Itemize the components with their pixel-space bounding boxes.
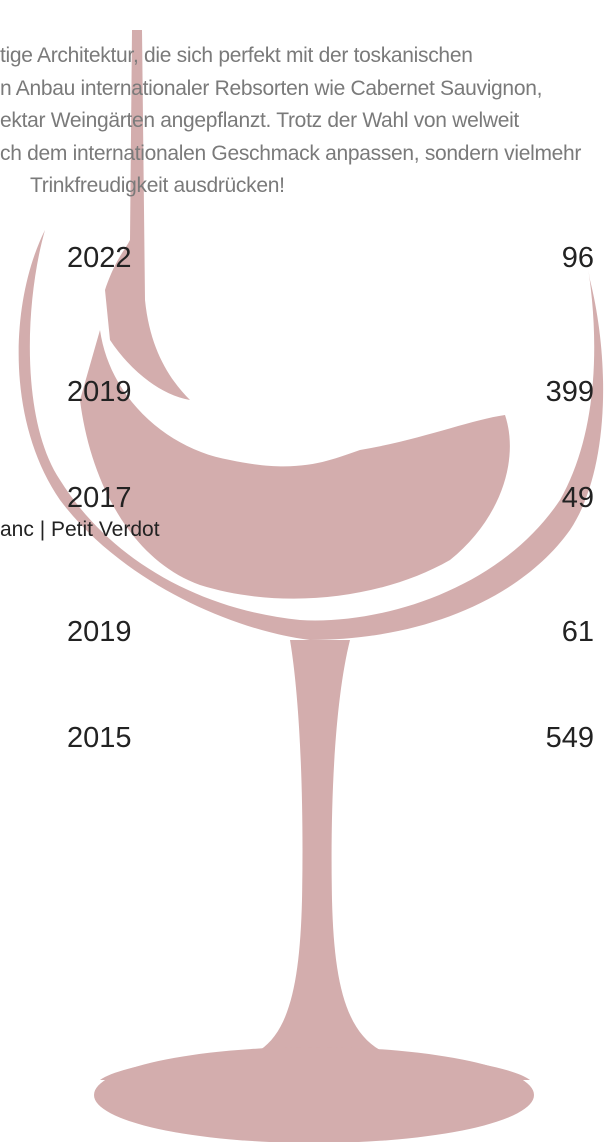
description-text: n Anbau internationaler Rebsorten wie Ca…	[0, 77, 542, 101]
description-text: tige Architektur, die sich perfekt mit d…	[0, 44, 473, 68]
wine-year: 2022	[67, 242, 132, 275]
wine-year: 2017	[67, 482, 132, 515]
wine-year: 2019	[67, 616, 132, 649]
description-text: ektar Weingärten angepflanzt. Trotz der …	[0, 109, 519, 133]
wine-price: 549	[546, 722, 594, 755]
wine-year: 2019	[67, 376, 132, 409]
wine-year: 2015	[67, 722, 132, 755]
wine-price: 96	[562, 242, 594, 275]
description-text: ch dem internationalen Geschmack anpasse…	[0, 142, 581, 166]
description-text: Trinkfreudigkeit ausdrücken!	[30, 174, 285, 198]
wine-price: 399	[546, 376, 594, 409]
wine-price: 61	[562, 616, 594, 649]
wine-grapes: anc | Petit Verdot	[0, 518, 160, 542]
wine-glass-illustration	[0, 0, 604, 1142]
page: tige Architektur, die sich perfekt mit d…	[0, 0, 604, 1142]
wine-price: 49	[562, 482, 594, 515]
